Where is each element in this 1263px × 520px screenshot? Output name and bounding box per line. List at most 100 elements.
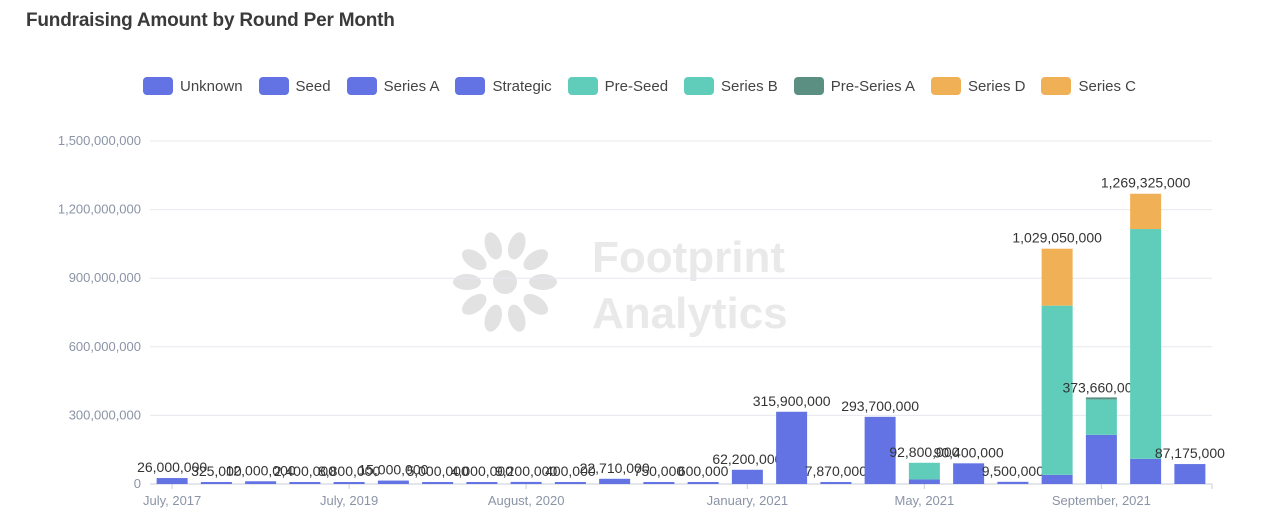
bar-segment	[1041, 474, 1073, 484]
bar-segment	[245, 481, 277, 484]
legend-item-pre-seed[interactable]: Pre-Seed	[567, 77, 669, 95]
data-label: 315,900,000	[753, 393, 831, 409]
legend-label: Seed	[295, 77, 331, 95]
data-label: 5,000,000	[406, 463, 468, 479]
legend-swatch	[455, 77, 486, 95]
legend-label: Series C	[1078, 77, 1137, 95]
bar-segment	[510, 481, 542, 484]
x-tick-label: September, 2021	[1052, 493, 1151, 508]
legend-label: Pre-Series A	[830, 77, 915, 95]
data-label: 8,800,000	[318, 463, 380, 479]
bar-segment	[1041, 305, 1073, 475]
data-label: 12,000,000	[226, 462, 296, 478]
legend-item-pre-series-a[interactable]: Pre-Series A	[793, 77, 915, 95]
bar-segment	[554, 482, 586, 484]
legend-label: Series B	[721, 77, 778, 95]
bar-segment	[776, 411, 808, 484]
data-label: 7,870,000	[805, 463, 867, 479]
bar-segment	[1130, 229, 1162, 459]
bar-segment	[731, 469, 763, 484]
x-tick-label: August, 2020	[488, 493, 565, 508]
legend-swatch	[567, 77, 598, 95]
legend-swatch	[1041, 77, 1072, 95]
bar-segment	[1130, 193, 1162, 230]
data-label: 400,000	[545, 463, 596, 479]
legend-swatch	[346, 77, 377, 95]
y-tick-label: 900,000,000	[69, 270, 141, 285]
legend-swatch	[793, 77, 824, 95]
data-label: 4,000,000	[451, 463, 513, 479]
legend-label: Series D	[967, 77, 1026, 95]
y-tick-label: 1,500,000,000	[58, 133, 141, 148]
chart-title: Fundraising Amount by Round Per Month	[26, 10, 395, 31]
data-label: 15,000,000	[358, 462, 428, 478]
data-label: 2,400,000	[274, 463, 336, 479]
y-tick-label: 1,200,000,000	[58, 202, 141, 217]
data-label: 325,000	[191, 463, 242, 479]
data-label: 1,029,050,000	[1012, 230, 1102, 246]
y-tick-label: 600,000,000	[69, 339, 141, 354]
bar-segment	[643, 482, 675, 484]
bar-segment	[377, 480, 409, 484]
x-tick-label: May, 2021	[895, 493, 955, 508]
legend-item-unknown[interactable]: Unknown	[143, 77, 243, 95]
legend-item-series-d[interactable]: Series D	[930, 77, 1026, 95]
legend-swatch	[930, 77, 961, 95]
bar-segment	[289, 482, 321, 484]
x-tick-label: July, 2019	[320, 493, 378, 508]
bar-segment	[200, 482, 232, 484]
bar-segment	[1041, 248, 1073, 306]
x-tick-label: July, 2017	[143, 493, 201, 508]
data-label: 9,500,000	[982, 463, 1044, 479]
data-label: 373,660,000	[1062, 380, 1140, 396]
data-label: 9,200,000	[495, 463, 557, 479]
legend-item-series-c[interactable]: Series C	[1041, 77, 1136, 95]
data-label: 90,400,000	[934, 444, 1004, 460]
legend-item-series-b[interactable]: Series B	[684, 77, 778, 95]
bar-segment	[156, 478, 188, 484]
y-tick-label: 0	[134, 476, 141, 491]
watermark	[453, 232, 557, 332]
bar-segment	[953, 463, 985, 484]
y-tick-label: 300,000,000	[69, 407, 141, 422]
bar-segment	[422, 482, 454, 484]
bar-segment	[1174, 464, 1206, 484]
data-label: 1,269,325,000	[1101, 175, 1191, 191]
bar-segment	[864, 416, 896, 484]
bar-segment	[687, 482, 719, 484]
legend-label: Strategic	[492, 77, 552, 95]
legend-item-strategic[interactable]: Strategic	[455, 77, 552, 95]
data-label: 750,000	[634, 463, 685, 479]
bar-segment	[333, 481, 365, 484]
data-label: 92,800,000	[889, 444, 959, 460]
legend-item-seed[interactable]: Seed	[258, 77, 331, 95]
data-label: 87,175,000	[1155, 445, 1225, 461]
bar-segment	[1085, 434, 1117, 484]
data-label: 293,700,000	[841, 398, 919, 414]
bar-segment	[466, 482, 498, 484]
x-tick-label: January, 2021	[707, 493, 788, 508]
legend-label: Series A	[383, 77, 440, 95]
bar-segment	[1085, 399, 1117, 435]
watermark-text: Footprint	[592, 233, 785, 282]
data-label: 26,000,000	[137, 459, 207, 475]
legend-label: Pre-Seed	[604, 77, 669, 95]
data-label: 22,710,000	[580, 460, 650, 476]
bar-segment	[1085, 397, 1117, 400]
bar-segment	[908, 462, 940, 480]
watermark-text: Analytics	[592, 289, 788, 338]
bar-segment	[908, 479, 940, 484]
bar-segment	[599, 478, 631, 484]
legend-label: Unknown	[180, 77, 243, 95]
bar-segment	[1130, 458, 1162, 484]
legend-swatch	[684, 77, 715, 95]
legend-swatch	[258, 77, 289, 95]
legend: Unknown Seed Series A Strategic Pre-Seed Seri…	[143, 77, 1152, 95]
data-label: 62,200,000	[712, 451, 782, 467]
legend-item-series-a[interactable]: Series A	[346, 77, 440, 95]
bar-segment	[820, 482, 852, 484]
data-label: 600,000	[678, 463, 729, 479]
legend-swatch	[143, 77, 173, 95]
bar-segment	[997, 481, 1029, 484]
